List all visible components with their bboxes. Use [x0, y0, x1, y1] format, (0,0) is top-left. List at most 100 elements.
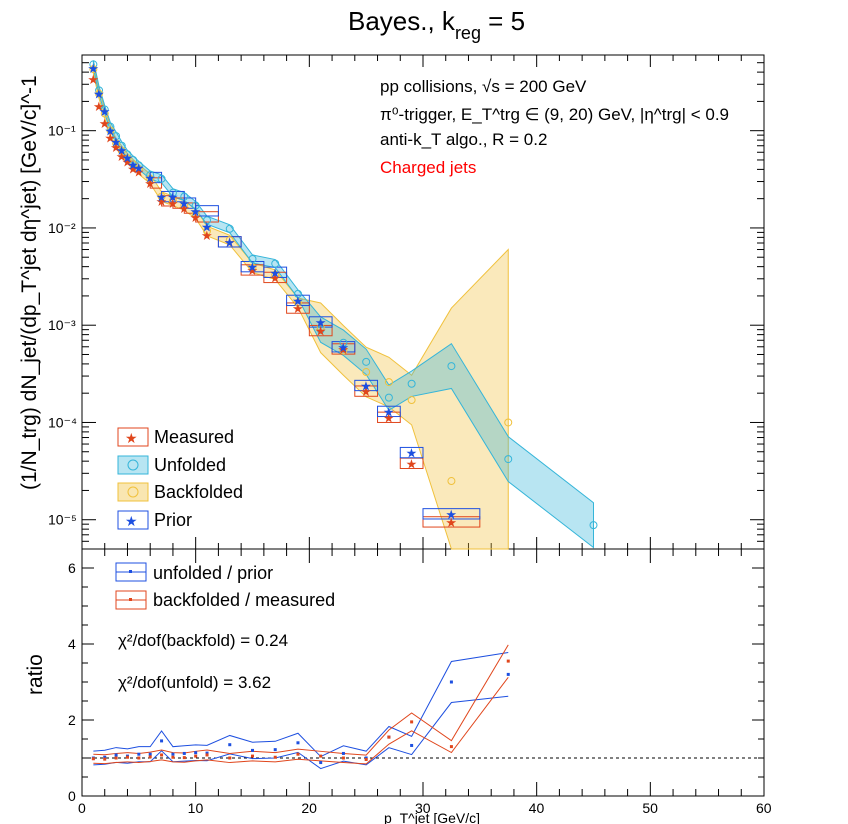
measured-point: ★: [121, 155, 133, 170]
top-y-tick-labels: 10⁻⁵ 10⁻⁴ 10⁻³ 10⁻² 10⁻¹: [48, 123, 77, 528]
backfolded-over-measured-point: [273, 755, 277, 759]
prior-point: ★: [121, 150, 133, 165]
backfolded-point: [384, 378, 393, 387]
x-tick-label: 60: [756, 800, 772, 816]
backfolded-over-measured-point: [449, 745, 453, 749]
unfolded-point: [146, 171, 155, 180]
measured-point: ★: [93, 99, 105, 114]
measured-point: ★: [247, 263, 259, 278]
backfolded-point: [447, 477, 456, 486]
prior-point: ★: [315, 315, 327, 330]
top-y-tick-label: 10⁻¹: [48, 123, 76, 139]
unfolded-point: [248, 254, 257, 263]
backfolded-over-measured-curve: [93, 676, 509, 765]
measured-point: ★: [360, 384, 372, 399]
backfolded-point: [225, 236, 234, 245]
backfolded-point: [112, 139, 121, 148]
bottom-legend: unfolded / prior backfolded / measured: [115, 562, 335, 610]
unfolded-over-prior-point: [296, 741, 300, 745]
measured-point: ★: [224, 235, 236, 250]
top-y-axis-label: (1/N_trg) dN_jet/(dp_T^jet dη^jet) [GeV/…: [18, 75, 41, 490]
unfolded-point: [134, 161, 143, 170]
top-axis-ticks: [81, 55, 765, 549]
unfolded-point: [293, 289, 302, 298]
systematic-box: [377, 405, 401, 418]
unfolded-band: [92, 60, 594, 549]
measured-point: ★: [337, 342, 349, 357]
prior-point: ★: [360, 378, 372, 393]
prior-point: ★: [167, 190, 179, 205]
unfolded-point: [129, 155, 138, 164]
data-markers: ★★★★★★★★★★★ ★ ★★★ ★★ ★★★★★★★★★★★★★★★★★★★ ★ ★★★…: [87, 60, 598, 530]
bottom-y-tick-labels: 0 2 4 6: [68, 560, 76, 804]
backfolded-point: [248, 263, 257, 272]
unfolded-point: [191, 201, 200, 210]
unfolded-point: [271, 259, 280, 268]
measured-point: ★: [292, 301, 304, 316]
chart-title-sub: reg: [455, 23, 481, 43]
unfolded-over-prior-point: [364, 756, 368, 760]
backfolded-point: [106, 126, 115, 135]
systematic-box: [422, 508, 481, 520]
measured-point: ★: [190, 210, 202, 225]
backfolded-over-measured-point: [103, 757, 107, 761]
top-y-tick-label: 10⁻⁵: [48, 512, 77, 528]
chart-title-main: Bayes., k: [348, 6, 456, 36]
backfolded-point: [203, 227, 212, 236]
svg-text:unfolded / prior: unfolded / prior: [153, 563, 273, 583]
prior-point: ★: [99, 104, 111, 119]
backfolded-over-measured-point: [148, 755, 152, 759]
unfolded-over-prior-point: [148, 752, 152, 756]
backfolded-over-measured-curve: [93, 644, 509, 756]
measured-point: ★: [178, 201, 190, 216]
legend-entry-backfolded-over-measured: backfolded / measured: [115, 590, 335, 610]
backfolded-point: [180, 201, 189, 210]
backfolded-point: [95, 89, 104, 98]
unfolded-over-prior-point: [506, 672, 510, 676]
prior-point: ★: [201, 219, 213, 234]
annotation-collisions: pp collisions, √s = 200 GeV: [380, 77, 587, 96]
backfolded-over-measured-point: [341, 756, 345, 760]
unfolded-point: [589, 521, 598, 530]
backfolded-over-measured-point: [506, 659, 510, 663]
backfolded-point: [100, 109, 109, 118]
backfolded-over-measured-point: [194, 754, 198, 758]
measured-point: ★: [445, 515, 457, 530]
svg-text:★: ★: [125, 513, 138, 529]
backfolded-point: [316, 323, 325, 332]
systematic-box: [195, 205, 219, 217]
prior-point: ★: [337, 340, 349, 355]
prior-point: ★: [292, 293, 304, 308]
unfolded-over-prior-point: [160, 739, 164, 743]
unfolded-point: [89, 60, 98, 69]
backfolded-over-measured-point: [205, 753, 209, 757]
systematic-box: [286, 302, 310, 314]
backfolded-over-measured-point: [364, 758, 368, 762]
svg-text:Backfolded: Backfolded: [154, 482, 243, 502]
annotation-algo: anti-k_T algo., R = 0.2: [380, 130, 547, 149]
legend-entry-measured: ★ Measured: [117, 427, 234, 447]
backfolded-over-measured-point: [296, 752, 300, 756]
unfolded-point: [339, 338, 348, 347]
prior-point: ★: [133, 160, 145, 175]
x-axis-label: p_T^jet [GeV/c]: [384, 810, 480, 824]
measured-point: ★: [201, 228, 213, 243]
systematic-box: [308, 324, 333, 337]
chi2-unfold-text: χ²/dof(unfold) = 3.62: [118, 673, 271, 692]
unfolded-point: [407, 379, 416, 388]
prior-point: ★: [93, 87, 105, 102]
measured-point: ★: [110, 140, 122, 155]
measured-point: ★: [87, 72, 99, 87]
unfolded-point: [168, 188, 177, 197]
prior-point: ★: [247, 260, 259, 275]
prior-point: ★: [406, 446, 418, 461]
ratio-points: [91, 659, 510, 765]
x-tick-label: 40: [529, 800, 545, 816]
top-y-tick-label: 10⁻³: [48, 317, 76, 333]
prior-point: ★: [127, 157, 139, 172]
svg-text:★: ★: [125, 430, 138, 446]
legend-entry-backfolded: Backfolded: [117, 482, 243, 502]
unfolded-over-prior-point: [103, 755, 107, 759]
unfolded-point: [447, 362, 456, 371]
